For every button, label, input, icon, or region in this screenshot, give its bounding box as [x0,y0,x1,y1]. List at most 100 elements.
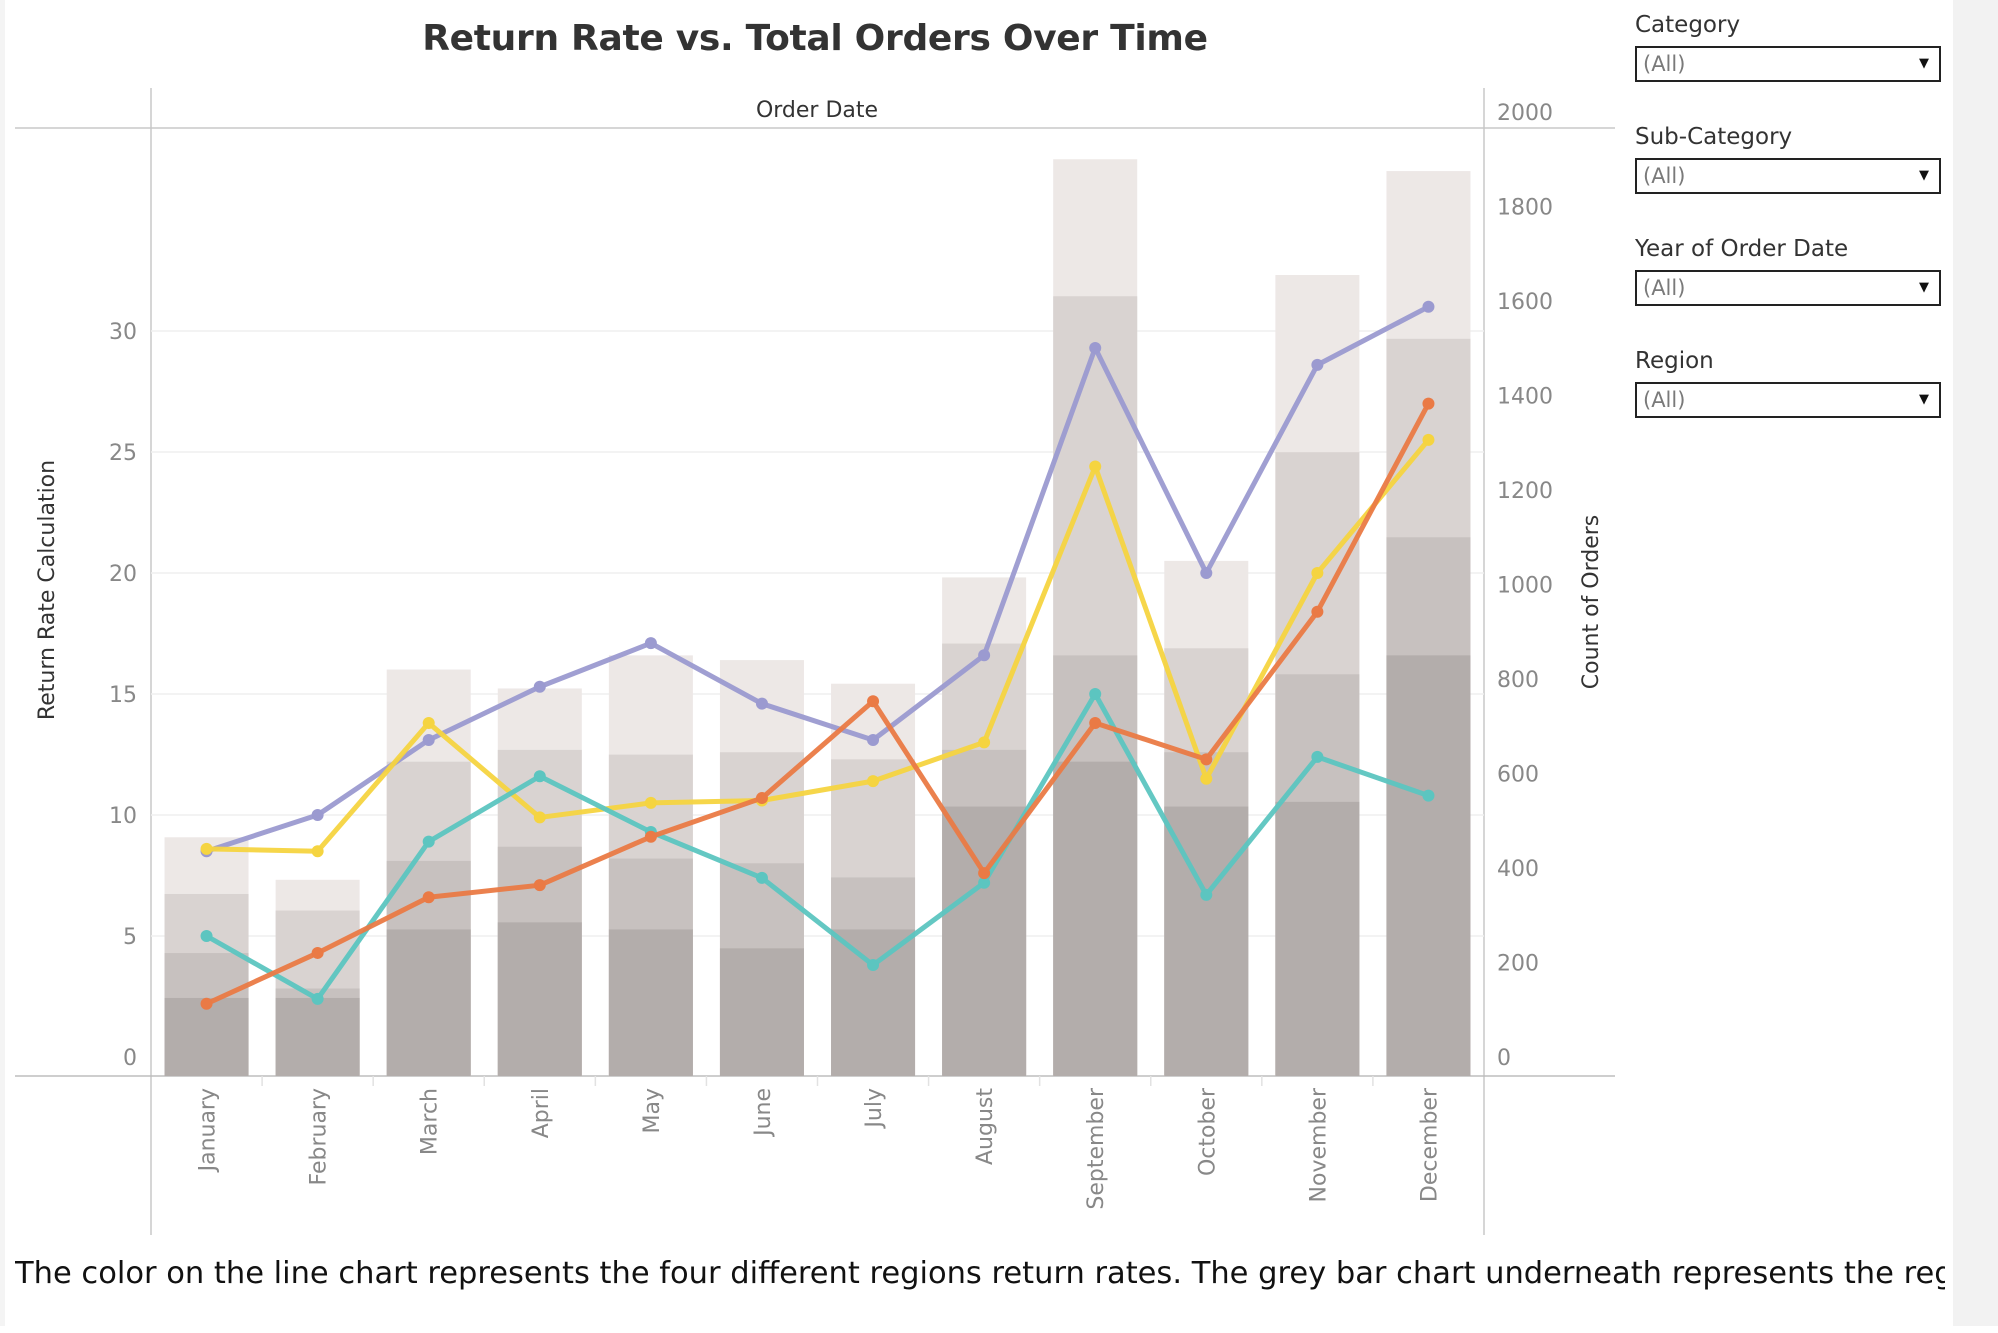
data-point [978,876,991,889]
scrollbar-track[interactable] [1953,0,1998,1326]
data-point [1311,750,1324,763]
category-dropdown-value: (All) [1643,52,1686,76]
bar [942,806,1027,1076]
dropdown-arrow-icon: ▼ [1919,56,1929,71]
series-line [204,437,1431,854]
data-point [867,733,880,746]
data-point [1089,688,1102,700]
data-point [755,792,768,805]
year-dropdown-value: (All) [1643,276,1686,300]
data-point [1200,772,1213,785]
data-point [1089,341,1102,354]
data-point [1311,605,1324,618]
data-point [644,637,657,650]
combo-chart: 0 5 10 15 20 25 30 0 200 400 600 800 1000 1200 1400 160… [15,88,1615,1235]
header-label: Order Date [756,98,878,123]
chart-title: Return Rate vs. Total Orders Over Time [422,18,1208,59]
data-point [1200,753,1213,766]
data-point [978,867,991,880]
bar [1386,655,1471,1076]
y-tick-label: 10 [109,804,137,829]
data-point [1311,567,1324,579]
y-tick-label: 30 [109,320,137,345]
bar [497,922,582,1076]
bar [719,948,804,1076]
x-tick-label: August [973,1088,998,1165]
y2-axis-label: Count of Orders [1579,515,1604,690]
bar [1053,761,1138,1076]
x-tick-label: January [196,1088,221,1173]
y2-tick-label: 0 [1497,1046,1511,1071]
data-point [311,946,324,959]
year-dropdown[interactable]: (All) ▼ [1635,270,1941,306]
sub-category-dropdown[interactable]: (All) ▼ [1635,158,1941,194]
sub-category-filter: Sub-Category (All) ▼ [1635,122,1945,194]
data-point [200,842,213,855]
y2-tick-label: 200 [1497,952,1539,977]
data-point [644,830,657,843]
bar [386,929,471,1076]
data-point [1200,567,1213,579]
data-point [755,871,768,884]
x-tick-label: December [1417,1087,1442,1202]
data-point [422,891,435,904]
bar [1275,801,1360,1076]
data-point [1422,300,1435,313]
dropdown-arrow-icon: ▼ [1919,392,1929,407]
data-point [867,775,880,788]
year-filter-label: Year of Order Date [1635,236,1849,262]
data-point [867,959,880,972]
bar [608,929,693,1076]
y2-tick-label: 1400 [1497,385,1553,410]
y2-tick-label: 1800 [1497,196,1553,221]
y-tick-label: 0 [123,1046,137,1071]
region-dropdown-value: (All) [1643,388,1686,412]
x-tick-label: October [1195,1087,1220,1176]
data-point [978,649,991,662]
data-point [755,697,768,710]
bar [164,997,249,1076]
data-point [422,733,435,746]
region-filter: Region (All) ▼ [1635,346,1945,418]
data-point [644,796,657,809]
data-point [867,695,880,708]
category-dropdown[interactable]: (All) ▼ [1635,46,1941,82]
data-point [1089,460,1102,473]
bar [1164,806,1249,1076]
category-filter-label: Category [1635,12,1741,38]
data-point [533,811,546,824]
data-point [311,809,324,821]
series-line [204,691,1431,1002]
data-point [422,717,435,730]
dropdown-arrow-icon: ▼ [1919,168,1929,183]
y2-tick-label: 1600 [1497,290,1553,315]
x-tick-label: July [862,1088,887,1130]
year-filter: Year of Order Date (All) ▼ [1635,234,1945,306]
data-point [422,835,435,848]
data-point [1200,888,1213,901]
y2-tick-label: 1000 [1497,574,1553,599]
bar [275,997,360,1076]
x-tick-label: May [640,1088,665,1133]
x-tick-label: November [1306,1087,1331,1202]
y2-tick-label: 400 [1497,857,1539,882]
y2-tick-label: 600 [1497,763,1539,788]
data-point [1422,789,1435,802]
y2-tick-label: 1200 [1497,479,1553,504]
x-tick-label: April [529,1088,554,1138]
data-point [978,736,991,749]
x-tick-label: March [418,1088,443,1155]
x-tick-label: June [751,1088,776,1138]
region-dropdown[interactable]: (All) ▼ [1635,382,1941,418]
y-tick-label: 15 [109,683,137,708]
chart-description: The color on the line chart represents t… [15,1256,1945,1291]
dropdown-arrow-icon: ▼ [1919,280,1929,295]
data-point [1089,717,1102,730]
data-point [200,930,213,942]
category-filter: Category (All) ▼ [1635,10,1945,82]
left-edge [0,0,5,1326]
series-line [204,401,1431,1007]
x-tick-label: September [1084,1087,1109,1210]
y-tick-label: 20 [109,562,137,587]
data-point [533,879,546,892]
